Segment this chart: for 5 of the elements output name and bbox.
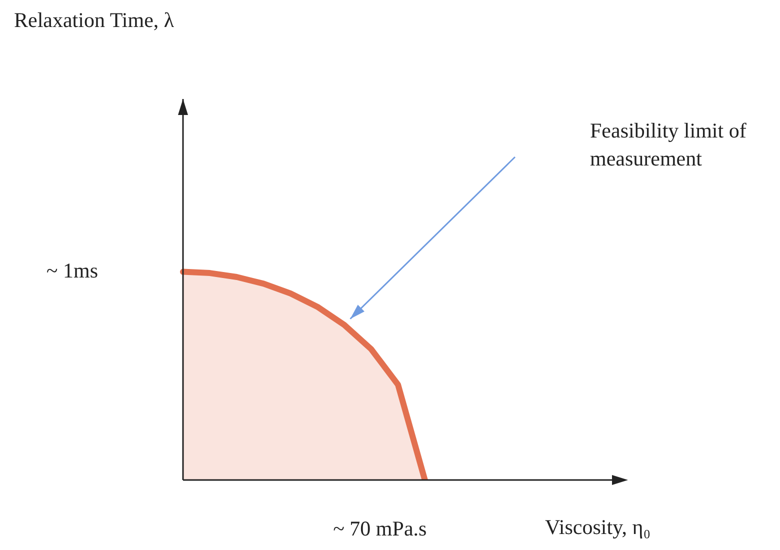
x-axis-title: Viscosity, η₀ (545, 515, 651, 540)
text: Relaxation Time, λ (14, 8, 174, 33)
text: Feasibility limit of measurement (590, 118, 746, 171)
text: ~ 1ms (46, 258, 98, 282)
text: ~ 70 mPa.s (333, 516, 427, 541)
